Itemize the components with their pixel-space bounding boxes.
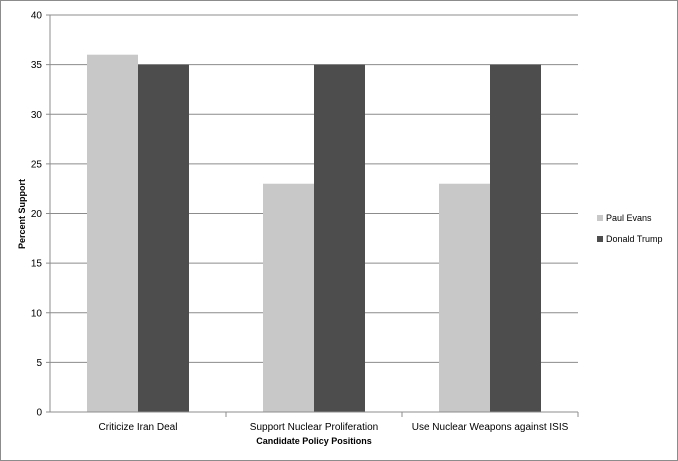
x-tick-label: Use Nuclear Weapons against ISIS <box>412 422 569 433</box>
axes <box>46 14 579 417</box>
y-tick-label: 40 <box>31 11 43 22</box>
y-tick-labels: 0 5 10 15 20 25 30 35 40 <box>31 11 43 419</box>
y-tick-label: 5 <box>36 358 42 369</box>
y-tick-label: 20 <box>31 209 43 220</box>
legend-label: Donald Trump <box>606 234 663 244</box>
x-axis-title: Candidate Policy Positions <box>256 436 372 446</box>
bar <box>87 54 138 412</box>
bar <box>490 64 541 412</box>
legend-swatch <box>597 236 603 242</box>
x-tick-label: Criticize Iran Deal <box>99 422 178 433</box>
y-tick-label: 10 <box>31 308 43 319</box>
legend-swatch <box>597 215 603 221</box>
bar <box>314 64 365 412</box>
y-tick-label: 25 <box>31 159 43 170</box>
x-tick-label: Support Nuclear Proliferation <box>250 422 378 433</box>
y-tick-label: 0 <box>36 408 42 419</box>
x-tick-labels: Criticize Iran Deal Support Nuclear Proli… <box>99 422 569 433</box>
y-tick-label: 15 <box>31 259 43 270</box>
bar <box>138 64 189 412</box>
bars <box>87 54 541 412</box>
y-axis-title: Percent Support <box>17 179 27 249</box>
y-tick-label: 35 <box>31 60 43 71</box>
legend: Paul Evans Donald Trump <box>597 213 663 244</box>
legend-label: Paul Evans <box>606 213 652 223</box>
bar <box>439 183 490 412</box>
y-tick-label: 30 <box>31 110 43 121</box>
bar <box>263 183 314 412</box>
